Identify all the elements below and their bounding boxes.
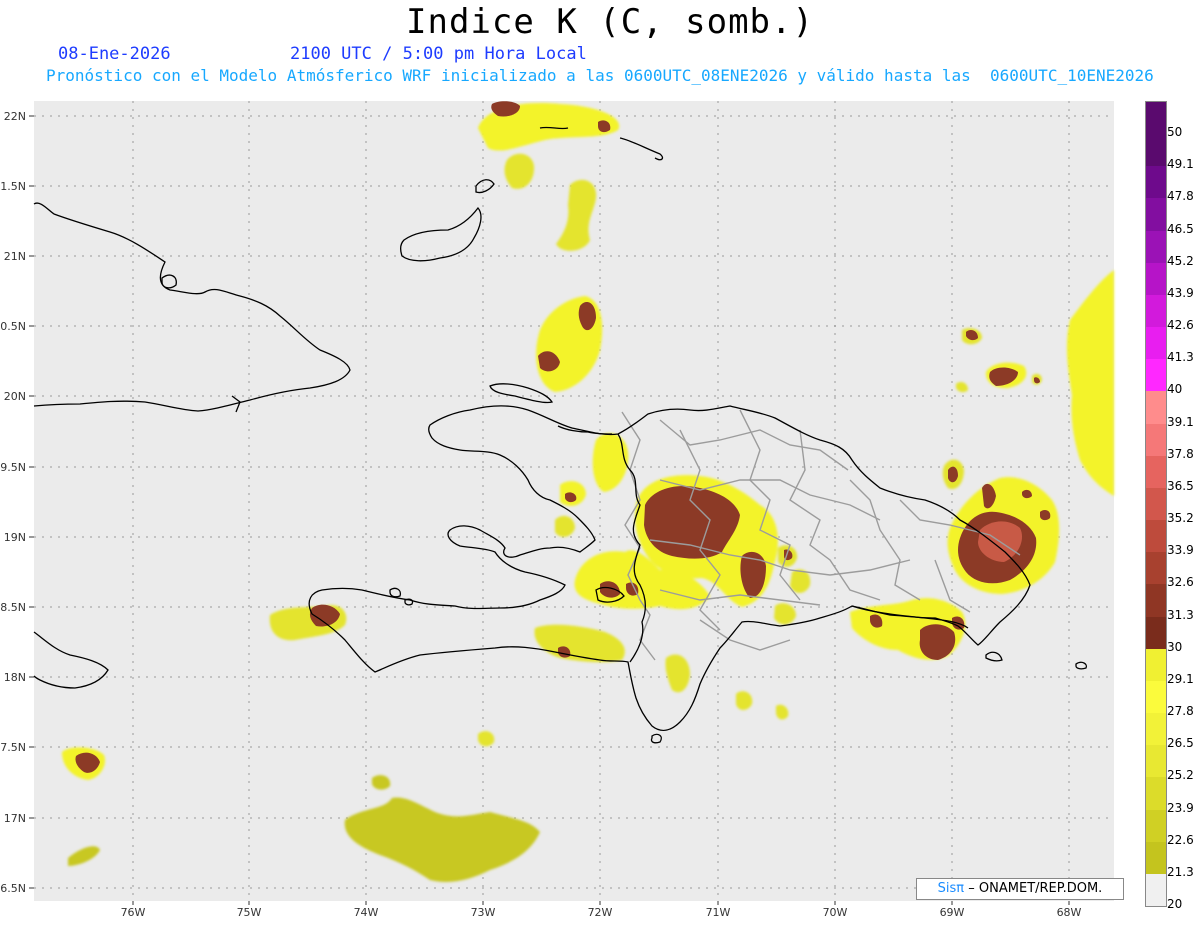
lat-label: 8.5N [0,601,26,614]
scale-label: 43.9 [1167,285,1194,300]
scale-segment [1146,391,1166,425]
scale-segment [1146,327,1166,360]
lat-label: 0.5N [0,320,26,333]
scale-segment [1146,680,1166,714]
lon-label: 72W [588,906,613,919]
scale-segment [1146,230,1166,264]
scale-label: 21.3 [1167,864,1194,879]
scale-segment [1146,809,1166,843]
scale-segment [1146,777,1166,811]
scale-label: 47.8 [1167,189,1194,204]
scale-label: 33.9 [1167,543,1194,558]
scale-label: 42.6 [1167,318,1194,333]
k-index-brown-areas [75,101,1051,773]
lat-labels: 22N 1.5N 21N 0.5N 20N 9.5N 19N 8.5N 18N … [0,110,26,895]
credit-box: Sisπ – ONAMET/REP.DOM. [916,878,1124,900]
scale-label: 35.2 [1167,511,1194,526]
forecast-date: 08-Ene-2026 [58,44,171,64]
scale-label: 23.9 [1167,800,1194,815]
lat-label: 21N [4,250,26,263]
scale-label: 36.5 [1167,478,1194,493]
scale-segment [1146,198,1166,232]
scale-label: 32.6 [1167,575,1194,590]
scale-label: 37.8 [1167,446,1194,461]
sispi-logo-text: Sisπ [937,881,965,896]
scale-segment [1146,745,1166,778]
forecast-description: Pronóstico con el Modelo Atmósferico WRF… [46,66,1154,85]
lon-labels: 76W 75W 74W 73W 72W 71W 70W 69W 68W [121,906,1082,919]
scale-segment [1146,166,1166,199]
lat-label: 6.5N [0,882,26,895]
scale-segment [1146,294,1166,328]
scale-label: 39.1 [1167,414,1194,429]
scale-segment [1146,359,1166,392]
scale-label: 50 [1167,125,1183,140]
lon-label: 74W [354,906,379,919]
forecast-time: 2100 UTC / 5:00 pm Hora Local [290,44,587,64]
scale-segment [1146,102,1166,135]
province-borders [621,409,1021,661]
scale-label: 46.5 [1167,221,1194,236]
scale-segment [1146,616,1166,650]
lat-label: 9.5N [0,461,26,474]
scale-segment [1146,423,1166,457]
scale-segment [1146,841,1166,875]
lon-label: 76W [121,906,146,919]
scale-label: 25.2 [1167,768,1194,783]
lon-label: 75W [237,906,262,919]
scale-segment [1146,262,1166,296]
lon-label: 71W [706,906,731,919]
scale-segment [1146,873,1166,907]
lat-label: 20N [4,390,26,403]
k-index-map: 22N 1.5N 21N 0.5N 20N 9.5N 19N 8.5N 18N … [0,101,1114,919]
scale-label: 20 [1167,897,1183,911]
scale-label: 41.3 [1167,350,1194,365]
scale-label: 31.3 [1167,607,1194,622]
scale-label: 26.5 [1167,736,1194,751]
lon-label: 73W [471,906,496,919]
coastlines [33,126,1088,744]
scale-label: 29.1 [1167,671,1194,686]
scale-segment [1146,134,1166,167]
scale-segment [1146,713,1166,746]
lat-label: 22N [4,110,26,123]
scale-label: 22.6 [1167,832,1194,847]
lon-label: 69W [940,906,965,919]
lat-label: 7.5N [0,741,26,754]
lat-label: 18N [4,671,26,684]
scale-label: 45.2 [1167,253,1194,268]
scale-label: 49.1 [1167,157,1194,172]
scale-label: 27.8 [1167,704,1194,719]
lon-label: 68W [1057,906,1082,919]
lon-label: 70W [823,906,848,919]
scale-label: 30 [1167,639,1183,654]
lat-label: 1.5N [0,180,26,193]
credit-text: – ONAMET/REP.DOM. [968,881,1103,896]
scale-label: 40 [1167,382,1183,397]
color-scale-bar [1145,101,1167,907]
scale-segment [1146,487,1166,521]
scale-segment [1146,455,1166,489]
lat-label: 17N [4,812,26,825]
map-title: Indice K (C, somb.) [406,2,814,42]
scale-segment [1146,584,1166,618]
scale-segment [1146,648,1166,682]
axis-ticks [29,115,1070,905]
scale-segment [1146,552,1166,585]
scale-segment [1146,520,1166,553]
lat-label: 19N [4,531,26,544]
